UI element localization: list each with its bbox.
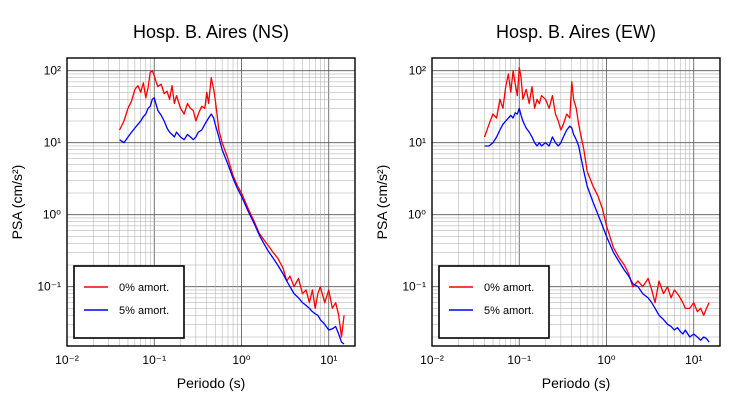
chart-2-legend-box bbox=[438, 265, 550, 339]
chart-2: 10⁻² 10⁻¹ 10⁰ 10¹ 10⁻¹ 10⁰ 10¹ 10² Hosp. B. Aire… bbox=[374, 22, 721, 391]
chart-1-frame bbox=[66, 57, 356, 347]
chart-2-legend-label-2: 5% amort. bbox=[484, 305, 534, 317]
chart-2-frame bbox=[431, 57, 721, 347]
chart-2-x-tick-label: 10⁻¹ bbox=[507, 353, 531, 367]
chart-2-x-tick-label: 10⁻² bbox=[420, 353, 444, 367]
chart-2-x-axis-label: Periodo (s) bbox=[542, 375, 610, 391]
chart-1-legend-label-1: 0% amort. bbox=[119, 282, 169, 294]
chart-1-y-tick-label: 10⁰ bbox=[43, 208, 61, 222]
chart-2-series-line-1 bbox=[483, 67, 710, 316]
chart-1-x-tick-label: 10⁰ bbox=[232, 353, 250, 367]
chart-1-legend: 0% amort. 5% amort. bbox=[73, 265, 185, 339]
chart-2-y-axis-label: PSA (cm/s²) bbox=[374, 165, 390, 240]
chart-1-legend-box bbox=[73, 265, 185, 339]
chart-1-x-tick-label: 10⁻² bbox=[55, 353, 79, 367]
chart-1-y-tick-label: 10¹ bbox=[44, 136, 61, 150]
chart-1-y-tick-label: 10⁻¹ bbox=[37, 280, 61, 294]
chart-1-title: Hosp. B. Aires (NS) bbox=[133, 22, 289, 42]
chart-1-y-axis-label: PSA (cm/s²) bbox=[9, 165, 25, 240]
chart-1-x-tick-label: 10¹ bbox=[320, 353, 337, 367]
chart-2-y-tick-label: 10⁻¹ bbox=[402, 280, 426, 294]
chart-1: 10⁻² 10⁻¹ 10⁰ 10¹ 10⁻¹ 10⁰ 10¹ 10² Hosp. B. Aire… bbox=[9, 22, 356, 391]
chart-2-title: Hosp. B. Aires (EW) bbox=[496, 22, 656, 42]
chart-2-x-tick-label: 10¹ bbox=[685, 353, 702, 367]
chart-2-grid bbox=[431, 58, 721, 346]
chart-2-y-tick-label: 10⁰ bbox=[408, 208, 426, 222]
chart-2-y-tick-label: 10¹ bbox=[409, 136, 426, 150]
chart-1-x-axis-label: Periodo (s) bbox=[177, 375, 245, 391]
chart-2-legend-label-1: 0% amort. bbox=[484, 282, 534, 294]
chart-1-series-line-1 bbox=[118, 70, 345, 338]
chart-2-legend: 0% amort. 5% amort. bbox=[438, 265, 550, 339]
chart-1-y-tick-label: 10² bbox=[44, 64, 61, 78]
chart-2-series-line-2 bbox=[484, 107, 710, 343]
chart-1-series-line-2 bbox=[119, 97, 345, 345]
chart-1-x-tick-label: 10⁻¹ bbox=[142, 353, 166, 367]
chart-2-y-tick-label: 10² bbox=[409, 64, 426, 78]
chart-1-legend-label-2: 5% amort. bbox=[119, 305, 169, 317]
chart-2-x-tick-label: 10⁰ bbox=[597, 353, 615, 367]
